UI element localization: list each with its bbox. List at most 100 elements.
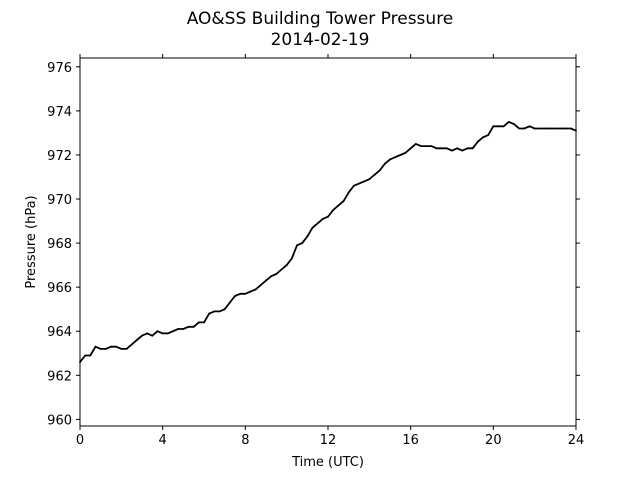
y-tick-label: 972	[47, 149, 72, 164]
data-point	[125, 348, 128, 350]
data-point	[383, 162, 386, 165]
data-point	[228, 301, 231, 304]
series-layer	[79, 121, 577, 363]
x-tick-label: 24	[568, 433, 585, 448]
x-tick-label: 8	[241, 433, 249, 448]
data-point	[275, 273, 278, 275]
data-point	[280, 268, 283, 271]
data-point	[559, 127, 562, 130]
data-point	[166, 332, 169, 335]
y-axis-label: Pressure (hPa)	[24, 195, 39, 288]
data-point	[234, 295, 236, 297]
data-point	[533, 127, 536, 130]
data-point	[420, 145, 422, 148]
data-point	[445, 147, 448, 150]
data-point	[435, 147, 438, 150]
data-point	[538, 127, 541, 130]
data-point	[296, 244, 298, 247]
data-point	[244, 292, 247, 295]
data-point	[440, 147, 443, 150]
data-point	[425, 145, 428, 148]
data-point	[502, 125, 505, 128]
data-point	[110, 345, 112, 348]
data-point	[203, 321, 205, 324]
x-axis-label: Time (UTC)	[291, 455, 364, 470]
data-point	[182, 328, 185, 330]
data-point	[141, 334, 143, 337]
data-point	[218, 310, 221, 313]
data-point	[337, 204, 340, 207]
data-point	[130, 343, 133, 346]
data-point	[208, 312, 211, 315]
data-point	[146, 332, 149, 335]
data-point	[466, 147, 469, 150]
data-point	[461, 149, 464, 152]
data-point	[528, 125, 531, 128]
data-point	[456, 147, 459, 150]
data-point	[378, 169, 381, 172]
axis-ticks: 0 4 8 12 16 20 24 960 962 964 966 968 970 972 974 976	[47, 54, 584, 448]
data-point	[409, 147, 412, 150]
data-point	[332, 209, 335, 211]
data-point	[120, 348, 123, 350]
data-point	[404, 151, 407, 154]
data-point	[104, 348, 107, 350]
data-point	[363, 180, 366, 183]
y-tick-label: 976	[47, 61, 72, 76]
data-point	[89, 354, 92, 357]
data-point	[223, 308, 226, 311]
data-point	[177, 328, 180, 330]
data-point	[507, 121, 510, 123]
data-point	[399, 154, 402, 156]
data-point	[301, 242, 304, 245]
data-point	[564, 127, 567, 130]
data-point	[358, 182, 360, 185]
data-point	[497, 125, 500, 128]
y-tick-label: 960	[47, 413, 72, 428]
data-point	[373, 173, 376, 176]
data-point	[347, 191, 350, 194]
data-point	[352, 184, 355, 187]
data-point	[239, 292, 242, 295]
x-tick-label: 0	[76, 433, 84, 448]
data-point	[84, 354, 87, 357]
data-point	[518, 127, 521, 130]
data-point	[327, 215, 329, 218]
data-point	[306, 235, 309, 238]
data-point	[254, 288, 257, 291]
data-point	[513, 123, 515, 125]
y-tick-label: 968	[47, 237, 72, 252]
data-point	[394, 156, 397, 159]
data-point	[213, 310, 216, 313]
data-point	[94, 345, 97, 348]
data-point	[311, 226, 314, 229]
data-point	[487, 134, 490, 137]
data-point	[249, 290, 252, 293]
data-point	[316, 222, 319, 225]
data-point	[192, 325, 195, 328]
data-point	[290, 257, 293, 260]
data-point	[569, 127, 572, 130]
plot-frame	[79, 57, 577, 427]
data-point	[482, 136, 484, 139]
data-point	[342, 200, 345, 203]
data-point	[156, 330, 159, 333]
y-tick-label: 966	[47, 281, 72, 296]
data-point	[187, 325, 190, 328]
y-tick-label: 962	[47, 369, 72, 384]
data-point	[476, 140, 479, 143]
data-point	[471, 147, 474, 150]
data-point	[265, 279, 267, 282]
data-point	[554, 127, 557, 130]
data-point	[270, 275, 273, 278]
data-point	[172, 330, 174, 333]
data-point	[285, 264, 288, 266]
data-point	[523, 127, 526, 130]
x-tick-label: 4	[159, 433, 167, 448]
data-point	[115, 345, 118, 348]
data-point	[492, 125, 495, 128]
data-point	[161, 332, 164, 335]
data-point	[151, 334, 154, 337]
data-point	[414, 143, 417, 145]
